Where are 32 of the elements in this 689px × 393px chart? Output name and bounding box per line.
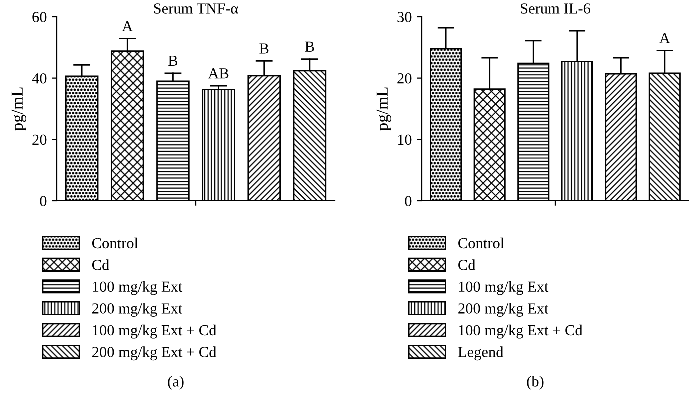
y-tick-label: 30 <box>398 12 412 22</box>
data-label: B <box>305 42 314 52</box>
y-tick-label: 40 <box>32 73 47 84</box>
data-label: B <box>168 56 178 66</box>
data-label: A <box>122 21 134 32</box>
legend-label: 200 mg/kg Ext <box>92 303 183 317</box>
legend-label: 100 mg/kg Ext + Cd <box>93 324 217 339</box>
data-label: A <box>660 33 670 44</box>
y-tick-label: 20 <box>32 134 47 146</box>
legend-label: Cd <box>92 260 110 270</box>
y-tick-label: 60 <box>32 12 47 22</box>
legend-label: 100 mg/kg Ext <box>93 281 183 296</box>
legend-label: 200 mg/kg Ext + Cd <box>92 346 217 361</box>
legend-label: 100 mg/kg Ext <box>459 281 549 296</box>
y-tick-label: 0 <box>405 196 412 206</box>
legend-label: Legend <box>458 346 504 361</box>
chart-title: Serum TNF-α <box>154 4 238 14</box>
legend-label: 100 mg/kg Ext + Cd <box>459 324 583 339</box>
y-tick-label: 20 <box>398 73 412 84</box>
y-tick-label: 10 <box>398 134 412 146</box>
text: (b) <box>527 376 544 390</box>
y-tick-label: 0 <box>40 196 47 206</box>
y-axis-title: pg/mL <box>376 88 392 131</box>
y-axis-title: pg/mL <box>12 88 26 131</box>
legend-label: Control <box>458 238 504 249</box>
data-label: B <box>260 44 269 54</box>
legend-label: 200 mg/kg Ext <box>458 303 549 317</box>
text: (a) <box>168 376 184 390</box>
legend-label: Control <box>92 238 138 249</box>
data-label: AB <box>208 68 229 79</box>
legend-label: Cd <box>458 260 476 270</box>
chart-title: Serum IL-6 <box>521 4 590 14</box>
